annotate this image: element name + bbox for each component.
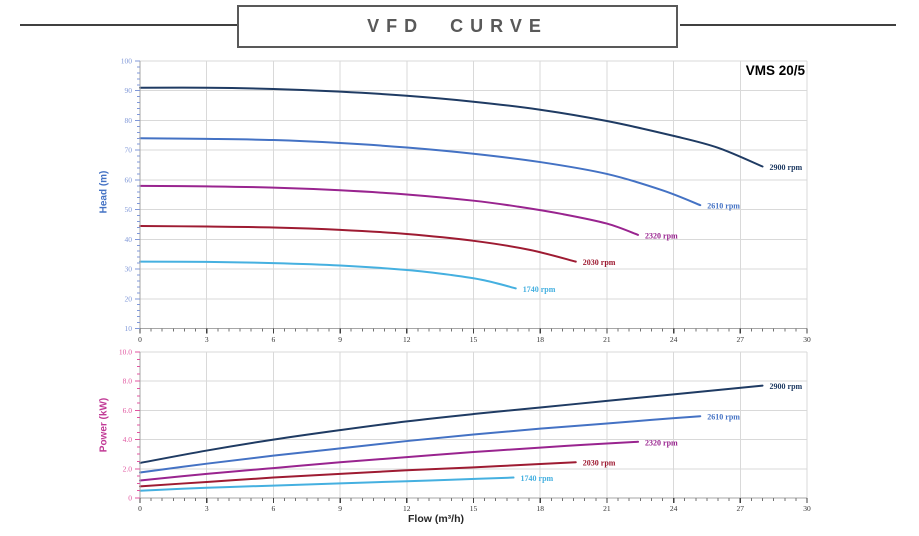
x-tick-label: 3: [205, 504, 209, 513]
y-tick-label: 30: [125, 265, 133, 274]
y-tick-label: 40: [125, 235, 133, 244]
y-tick-label: 100: [121, 57, 133, 66]
y-tick-label: 90: [125, 86, 133, 95]
x-tick-label: 27: [737, 504, 745, 513]
flow-axis-title: Flow (m³/h): [408, 513, 464, 525]
series-label-1740-rpm: 1740 rpm: [523, 285, 556, 294]
series-label-2320-rpm: 2320 rpm: [645, 231, 678, 240]
power-axis-title: Power (kW): [98, 397, 110, 453]
curve-2030-rpm: [139, 224, 577, 263]
y-tick-label: 0: [128, 494, 132, 503]
x-tick-label: 30: [803, 335, 811, 344]
x-tick-label: 3: [205, 335, 209, 344]
x-tick-label: 30: [803, 504, 811, 513]
header-rule-right: [680, 24, 896, 26]
series-label-2030-rpm: 2030 rpm: [583, 258, 616, 267]
series-label-2610-rpm: 2610 rpm: [707, 413, 740, 422]
curve-2610-rpm: [139, 415, 702, 474]
x-tick-label: 12: [403, 335, 411, 344]
x-tick-label: 27: [737, 335, 745, 344]
x-tick-label: 6: [272, 335, 276, 344]
curve-2610-rpm: [139, 137, 702, 207]
y-tick-label: 4.0: [123, 435, 133, 444]
header-rule-left: [20, 24, 237, 26]
x-tick-label: 12: [403, 504, 411, 513]
pump-model-label: VMS 20/5: [745, 63, 805, 78]
y-tick-label: 10: [125, 324, 133, 333]
x-tick-label: 21: [603, 504, 611, 513]
series-label-2900-rpm: 2900 rpm: [770, 382, 803, 391]
y-tick-label: 2.0: [123, 464, 133, 473]
y-tick-label: 60: [125, 175, 133, 184]
x-tick-label: 24: [670, 335, 678, 344]
x-tick-label: 15: [470, 335, 478, 344]
curve-2320-rpm: [139, 184, 640, 236]
series-label-2320-rpm: 2320 rpm: [645, 438, 678, 447]
curve-2900-rpm: [139, 86, 764, 168]
x-tick-label: 6: [272, 504, 276, 513]
x-tick-label: 9: [338, 504, 342, 513]
x-tick-label: 9: [338, 335, 342, 344]
head-axis-title: Head (m): [98, 170, 110, 214]
curve-2030-rpm: [139, 461, 577, 488]
curve-1740-rpm: [139, 260, 517, 290]
series-label-1740-rpm: 1740 rpm: [521, 474, 554, 483]
x-tick-label: 0: [138, 504, 142, 513]
x-tick-label: 18: [536, 504, 544, 513]
x-tick-label: 15: [470, 504, 478, 513]
curve-2900-rpm: [139, 384, 764, 464]
y-tick-label: 20: [125, 294, 133, 303]
y-tick-label: 70: [125, 146, 133, 155]
series-label-2030-rpm: 2030 rpm: [583, 459, 616, 468]
y-tick-label: 6.0: [123, 406, 133, 415]
title-box: VFD CURVE: [237, 5, 678, 48]
y-tick-label: 10.0: [119, 348, 132, 357]
series-label-2900-rpm: 2900 rpm: [770, 163, 803, 172]
x-tick-label: 18: [536, 335, 544, 344]
series-label-2610-rpm: 2610 rpm: [707, 202, 740, 211]
y-tick-label: 8.0: [123, 377, 133, 386]
chart-head: 2900 rpm 2610 rpm 2320 rpm 2030 rpm 1740 rpm…: [121, 57, 811, 345]
curve-1740-rpm: [139, 476, 515, 492]
x-tick-label: 0: [138, 335, 142, 344]
curve-2320-rpm: [139, 440, 640, 482]
page-title: VFD CURVE: [367, 16, 548, 36]
y-tick-label: 80: [125, 116, 133, 125]
x-tick-label: 24: [670, 504, 678, 513]
x-tick-label: 21: [603, 335, 611, 344]
y-tick-label: 50: [125, 205, 133, 214]
chart-power: 2900 rpm 2610 rpm 2320 rpm 2030 rpm 1740 rpm…: [119, 348, 811, 514]
